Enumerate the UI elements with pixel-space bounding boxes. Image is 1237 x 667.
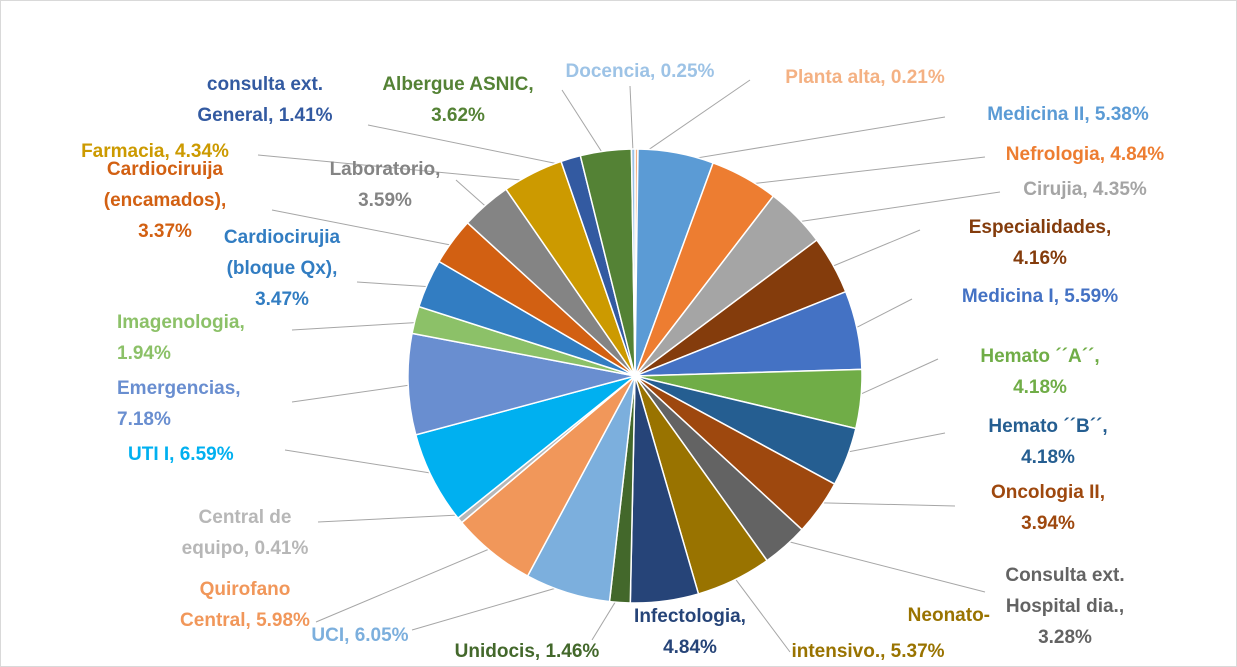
data-label: Laboratorio, 3.59% [330,159,441,211]
data-label: consulta ext. General, 1.41% [197,74,332,126]
leader-line [284,449,441,476]
leader-line [315,544,499,623]
leader-line [812,502,956,507]
leader-line [291,383,418,403]
data-label: Unidocis, 1.46% [455,641,600,662]
data-label: Neonato-intensivo., 5.37% [791,605,990,662]
data-label: Oncologia II, 3.94% [991,482,1105,534]
data-labels: Planta alta, 0.21% Medicina II, 5.38% Nefr… [81,61,1164,662]
data-label: Cardiociruija (encamados), 3.37% [104,159,226,242]
leader-line [636,79,751,159]
leader-lines [257,79,1001,653]
leader-line [838,432,946,455]
leader-line [356,281,437,288]
leader-line [740,156,986,186]
data-label: Nefrologia, 4.84% [1006,144,1164,165]
data-label: Planta alta, 0.21% [785,67,945,88]
data-label: Emergencias, 7.18% [117,378,241,430]
leader-line [779,538,986,593]
leader-line [561,89,608,161]
data-label: Infectologia, 4.84% [634,606,746,658]
pie-slice [407,332,636,436]
data-label: Albergue ASNIC, 3.62% [382,74,533,126]
data-label: Docencia, 0.25% [566,61,715,82]
data-label: Hemato ´´B´´, 4.18% [988,416,1107,468]
data-label: UCI, 6.05% [311,625,408,646]
data-label: Medicina II, 5.38% [987,104,1149,125]
data-label: Imagenologia, 1.94% [117,312,245,364]
data-label: Central de equipo, 0.41% [182,507,309,559]
data-label: Cirujia, 4.35% [1023,179,1147,200]
leader-line [317,514,467,523]
leader-line [851,358,939,399]
leader-line [257,154,537,183]
leader-line [367,124,574,168]
leader-line [271,209,460,248]
data-label: Farmacia, 4.34% [81,141,229,162]
pie-slice [630,148,636,377]
data-label: Consulta ext. Hospital dia., 3.28% [1005,565,1124,648]
data-label: Quirofano Central, 5.98% [180,579,310,631]
leader-line [729,571,791,653]
leader-line [291,321,424,331]
data-label: Cardiocirujia (bloque Qx), 3.47% [224,227,341,310]
data-label: Hemato ´´A´´, 4.18% [980,346,1099,398]
leader-line [848,298,913,333]
data-label: Especialidades, 4.16% [969,217,1112,269]
data-label: Medicina I, 5.59% [962,286,1118,307]
leader-line [674,116,946,163]
leader-line [824,229,921,270]
leader-line [411,583,571,631]
pie [407,148,863,604]
leader-line [790,191,1001,224]
leader-line [629,85,634,159]
data-label: UTI I, 6.59% [128,444,234,465]
